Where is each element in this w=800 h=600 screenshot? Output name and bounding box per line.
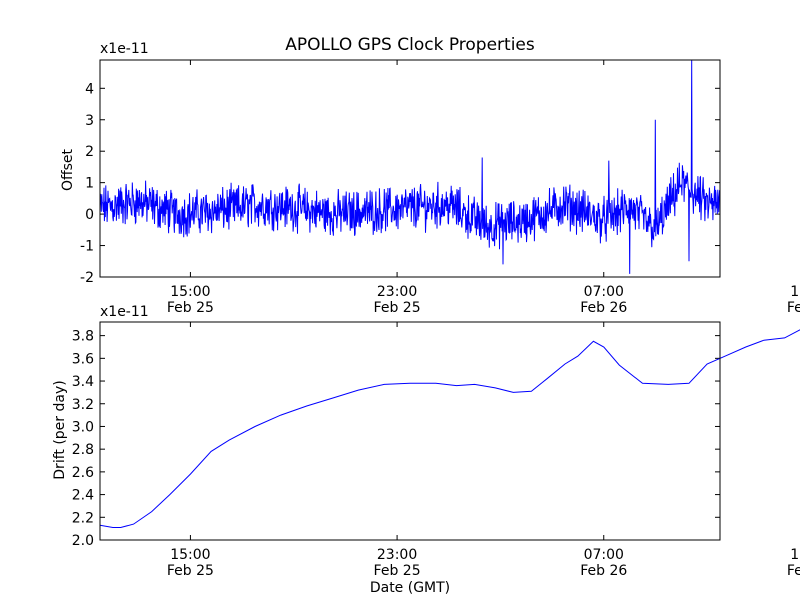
y-tick-label: 3.6 [72,351,94,367]
x-tick-time-label: 23:00 [377,547,417,563]
offset-scale-label: x1e-11 [100,41,149,57]
y-tick-label: 3.8 [72,329,94,345]
y-tick-label: 4 [85,81,94,97]
y-tick-label: 3.0 [72,419,94,435]
x-tick-time-label: 15:00 [170,284,210,300]
y-tick-label: 1 [85,176,94,192]
y-tick-label: 0 [85,207,94,223]
x-tick-date-label: Feb 26 [787,300,800,316]
drift-panel: x1e-11 Drift (per day) 2.0 2.2 2.4 2.6 2.8 3.… [52,304,800,596]
x-tick-time-label: 07:00 [584,284,624,300]
y-tick-label: -2 [80,270,94,286]
offset-y-axis-label: Offset [60,148,76,191]
y-tick-label: 2.6 [72,465,94,481]
x-tick-date-label: Feb 25 [167,563,214,579]
y-tick-label: 2.4 [72,488,94,504]
x-tick-date-label: Feb 26 [580,563,627,579]
x-tick-time-label: 07:00 [584,547,624,563]
x-tick-time-label: 15:00 [790,284,800,300]
figure-title: APOLLO GPS Clock Properties [285,35,535,55]
x-tick-date-label: Feb 25 [374,563,421,579]
x-tick-date-label: Feb 25 [374,300,421,316]
x-tick-date-label: Feb 26 [787,563,800,579]
x-tick-time-label: 23:00 [377,284,417,300]
x-tick-time-label: 15:00 [170,547,210,563]
y-tick-label: 2 [85,144,94,160]
drift-plot-frame [99,321,721,541]
x-tick-date-label: Feb 25 [167,300,214,316]
drift-scale-label: x1e-11 [100,304,149,320]
y-tick-label: 2.2 [72,510,94,526]
y-tick-label: 3.2 [72,397,94,413]
drift-series-line [99,329,800,528]
x-tick-time-label: 15:00 [790,547,800,563]
y-tick-label: 3.4 [72,374,94,390]
y-tick-label: 2.0 [72,533,94,549]
drift-y-axis-label: Drift (per day) [52,380,68,479]
x-tick-date-label: Feb 26 [580,300,627,316]
offset-series-line [99,59,721,274]
y-tick-label: -1 [80,239,94,255]
drift-x-axis-label: Date (GMT) [370,580,450,596]
offset-plot-frame [99,59,721,278]
y-tick-label: 3 [85,113,94,129]
y-tick-label: 2.8 [72,442,94,458]
